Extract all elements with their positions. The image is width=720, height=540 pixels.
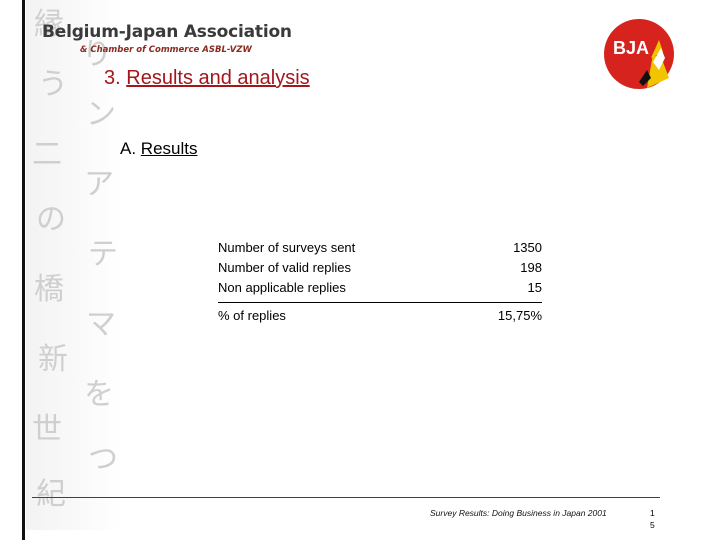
row-label: Number of valid replies: [218, 260, 351, 275]
bja-logo-icon: BJA: [604, 19, 674, 89]
section-title-text: Results and analysis: [126, 67, 310, 89]
table-row: Number of surveys sent 1350: [218, 238, 542, 258]
logo-title: Belgium-Japan Association: [42, 22, 292, 42]
page-number-line2: 5: [650, 520, 655, 530]
table-row: Number of valid replies 198: [218, 258, 542, 278]
row-value: 15: [527, 280, 542, 295]
table-total-row: % of replies 15,75%: [218, 306, 542, 326]
calligraphy-background: 縁 り う ン 二 ア の テ 橋 マ 新 を 世 つ 紀: [26, 0, 122, 530]
page-number: 1 5: [650, 507, 655, 531]
section-number: 3.: [104, 67, 121, 89]
subsection-title-text: Results: [140, 139, 198, 158]
total-value: 15,75%: [497, 308, 542, 323]
row-label: Non applicable replies: [218, 280, 346, 295]
bja-logo-text: BJA: [613, 38, 649, 58]
row-label: Number of surveys sent: [218, 240, 356, 255]
table-row: Non applicable replies 15: [218, 278, 542, 298]
subsection-letter: A.: [120, 139, 137, 158]
section-title: 3. Results and analysis: [104, 67, 310, 90]
row-value: 198: [520, 260, 542, 275]
logo-subtitle: & Chamber of Commerce ASBL-VZW: [80, 45, 252, 55]
footer-divider: [32, 497, 660, 498]
table-divider: [218, 302, 542, 303]
row-value: 1350: [513, 240, 542, 255]
association-logo: Belgium-Japan Association & Chamber of C…: [42, 22, 292, 55]
total-label: % of replies: [218, 308, 286, 323]
page-number-line1: 1: [650, 508, 655, 518]
subsection-title: A. Results: [120, 139, 197, 159]
left-border-bar: [22, 0, 25, 540]
footer-source: Survey Results: Doing Business in Japan …: [430, 508, 607, 518]
results-table: Number of surveys sent 1350 Number of va…: [218, 238, 542, 326]
